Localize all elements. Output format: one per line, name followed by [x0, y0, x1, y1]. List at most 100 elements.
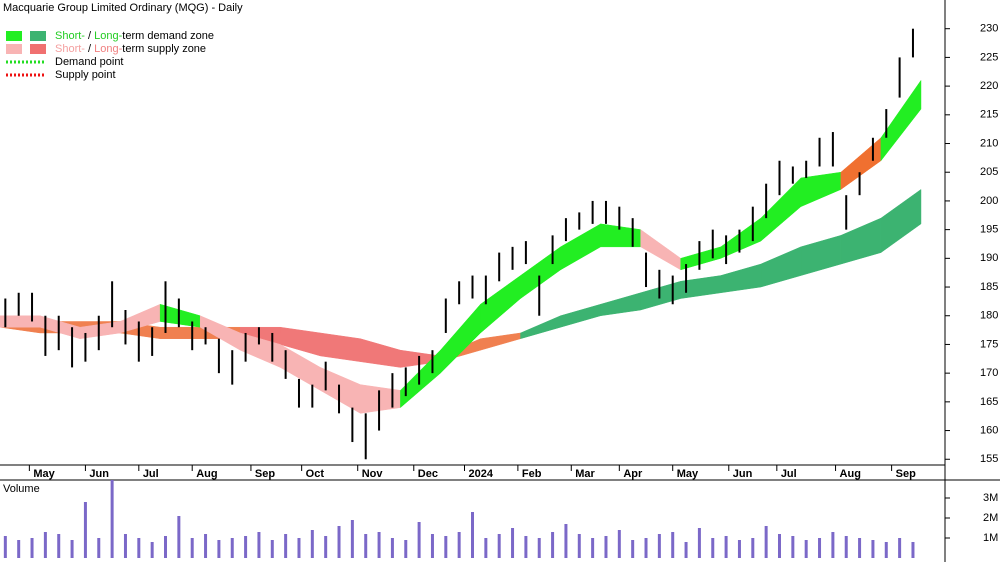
volume-bar	[484, 538, 488, 558]
volume-bar	[471, 512, 474, 558]
legend-text: Short-	[55, 30, 85, 42]
volume-bar	[97, 538, 101, 558]
volume-bar	[164, 536, 168, 558]
volume-bar	[524, 536, 528, 558]
y-tick-label: 185	[980, 281, 998, 293]
volume-bar	[818, 538, 822, 558]
y-tick-label: 215	[980, 109, 998, 121]
volume-bar	[364, 534, 368, 558]
volume-bar	[497, 534, 501, 558]
x-tick-label: Aug	[840, 468, 861, 480]
y-tick-label: 200	[980, 195, 998, 207]
volume-bar	[724, 536, 728, 558]
volume-bar	[457, 532, 461, 558]
volume-bar	[604, 536, 608, 558]
volume-bar	[898, 538, 902, 558]
volume-y-tick-label: 1M	[983, 532, 998, 544]
volume-bar	[858, 538, 862, 558]
legend-text: Short-	[55, 43, 85, 55]
volume-bar	[671, 532, 675, 558]
y-tick-label: 165	[980, 396, 998, 408]
volume-bar	[617, 530, 621, 558]
y-tick-label: 190	[980, 252, 998, 264]
volume-title: Volume	[3, 483, 40, 495]
x-tick-label: May	[33, 468, 55, 480]
volume-bar	[751, 538, 755, 558]
volume-bar	[204, 534, 208, 558]
long-term-zone	[880, 188, 922, 254]
x-tick-label: Oct	[306, 468, 325, 480]
volume-bar	[430, 534, 434, 558]
x-tick-label: Jul	[781, 468, 797, 480]
legend-text: Demand point	[55, 56, 124, 68]
legend-swatch	[6, 44, 22, 54]
chart-title: Macquarie Group Limited Ordinary (MQG) -…	[3, 2, 243, 14]
volume-bar	[324, 536, 328, 558]
x-tick-label: May	[677, 468, 699, 480]
volume-bar	[297, 538, 301, 558]
volume-bar	[57, 534, 61, 558]
volume-bar	[777, 534, 781, 558]
legend-text: term demand zone	[122, 30, 214, 42]
volume-bar	[577, 534, 581, 558]
volume-bar	[911, 542, 915, 558]
x-tick-label: Sep	[896, 468, 916, 480]
volume-bar	[537, 538, 541, 558]
legend-swatch	[30, 31, 46, 41]
volume-bar	[3, 536, 7, 558]
volume-bar	[177, 516, 181, 558]
legend-label: Demand point	[55, 56, 124, 68]
volume-bar	[657, 534, 661, 558]
x-tick-label: Mar	[575, 468, 595, 480]
volume-bar	[551, 532, 555, 558]
volume-bar	[591, 538, 595, 558]
y-tick-label: 195	[980, 224, 998, 236]
volume-bar	[804, 540, 808, 558]
volume-bar	[871, 540, 875, 558]
volume-bar	[444, 536, 448, 558]
legend-text: Long-	[94, 43, 122, 55]
volume-bar	[884, 542, 888, 558]
legend-text: term supply zone	[122, 43, 206, 55]
volume-bar	[791, 536, 795, 558]
volume-bar	[83, 502, 87, 558]
volume-bar	[711, 538, 715, 558]
x-tick-label: Jul	[143, 468, 159, 480]
volume-bar	[244, 536, 248, 558]
volume-bar	[377, 532, 381, 558]
short-term-zone	[880, 79, 922, 162]
legend-text: /	[85, 43, 94, 55]
volume-bar	[190, 538, 194, 558]
legend-label: Short- / Long-term demand zone	[55, 30, 214, 42]
volume-bar	[737, 540, 741, 558]
legend-label: Short- / Long-term supply zone	[55, 43, 206, 55]
volume-bar	[217, 540, 221, 558]
y-tick-label: 170	[980, 367, 998, 379]
volume-bar	[511, 528, 515, 558]
volume-bar	[631, 540, 635, 558]
x-tick-label: Nov	[362, 468, 384, 480]
volume-y-tick-label: 3M	[983, 492, 998, 504]
legend-swatch	[6, 31, 22, 41]
x-tick-label: Dec	[418, 468, 438, 480]
volume-bar	[17, 540, 21, 558]
legend-text: Long-	[94, 30, 122, 42]
legend-text: /	[85, 30, 94, 42]
y-tick-label: 230	[980, 23, 998, 35]
x-tick-label: Sep	[255, 468, 275, 480]
volume-bar	[43, 532, 47, 558]
y-tick-label: 210	[980, 137, 998, 149]
x-tick-label: Jun	[89, 468, 109, 480]
volume-bar	[697, 528, 701, 558]
x-tick-label: Feb	[522, 468, 542, 480]
legend-swatch	[30, 44, 46, 54]
x-tick-label: 2024	[468, 468, 493, 480]
y-tick-label: 175	[980, 338, 998, 350]
volume-bar	[337, 526, 341, 558]
y-tick-label: 220	[980, 80, 998, 92]
y-tick-label: 160	[980, 424, 998, 436]
volume-bar	[404, 540, 408, 558]
y-tick-label: 225	[980, 51, 998, 63]
